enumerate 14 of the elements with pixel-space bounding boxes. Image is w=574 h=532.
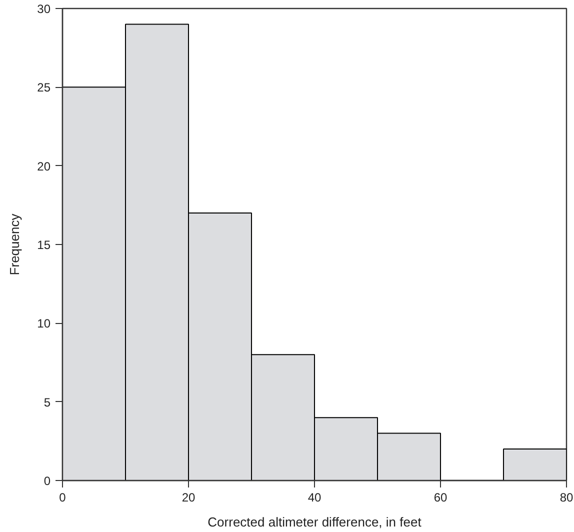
y-tick-label: 30	[37, 2, 51, 16]
y-tick-label: 25	[37, 80, 51, 95]
x-tick-label: 20	[182, 490, 196, 504]
x-tick-label: 0	[59, 490, 66, 504]
y-tick-label: 5	[44, 395, 51, 410]
y-tick-label: 0	[44, 474, 51, 488]
y-axis-title: Frequency	[7, 213, 22, 276]
x-tick-label: 80	[560, 490, 574, 504]
x-tick-label: 60	[434, 490, 448, 504]
x-tick-label: 40	[308, 490, 322, 504]
y-tick-label: 10	[37, 316, 51, 331]
y-tick-label: 20	[37, 159, 51, 174]
x-axis-title: Corrected altimeter difference, in feet	[208, 514, 422, 530]
y-tick-label: 15	[37, 238, 51, 252]
